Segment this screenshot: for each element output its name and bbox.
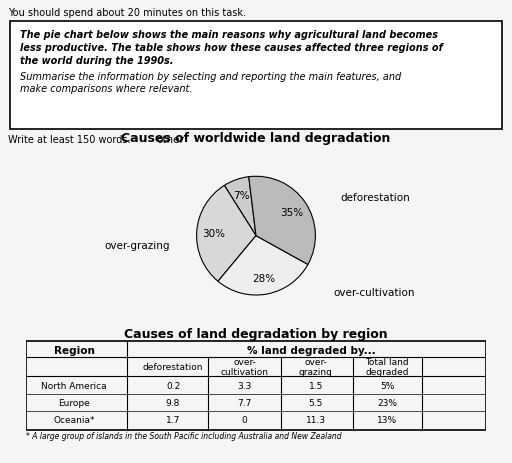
Text: 1.5: 1.5 [309, 381, 323, 390]
Text: over-grazing: over-grazing [104, 240, 170, 250]
Text: make comparisons where relevant.: make comparisons where relevant. [20, 84, 193, 94]
Text: over-cultivation: over-cultivation [333, 288, 415, 297]
Text: 11.3: 11.3 [306, 416, 326, 425]
Text: The pie chart below shows the main reasons why agricultural land becomes: The pie chart below shows the main reaso… [20, 30, 438, 40]
Text: 23%: 23% [377, 398, 397, 407]
Text: 3.3: 3.3 [237, 381, 252, 390]
Wedge shape [249, 177, 315, 265]
Wedge shape [224, 177, 256, 236]
Text: 1.7: 1.7 [166, 416, 180, 425]
Text: Write at least 150 words.: Write at least 150 words. [8, 135, 131, 144]
Text: 30%: 30% [202, 228, 225, 238]
Bar [26, 341, 486, 430]
Text: Oceania*: Oceania* [53, 416, 95, 425]
Text: * A large group of islands in the South Pacific including Australia and New Zeal: * A large group of islands in the South … [26, 432, 341, 440]
Text: 0: 0 [242, 416, 247, 425]
Text: You should spend about 20 minutes on this task.: You should spend about 20 minutes on thi… [8, 8, 246, 18]
Text: 7.7: 7.7 [237, 398, 252, 407]
Text: Summarise the information by selecting and reporting the main features, and: Summarise the information by selecting a… [20, 72, 401, 82]
Text: 28%: 28% [252, 273, 275, 283]
Text: the world during the 1990s.: the world during the 1990s. [20, 56, 174, 66]
Text: 9.8: 9.8 [166, 398, 180, 407]
Text: over-
cultivation: over- cultivation [221, 357, 268, 376]
Text: 5.5: 5.5 [309, 398, 323, 407]
Text: 5%: 5% [380, 381, 395, 390]
Text: Total land
degraded: Total land degraded [366, 357, 409, 376]
Text: Causes of land degradation by region: Causes of land degradation by region [124, 327, 388, 340]
Text: Europe: Europe [58, 398, 90, 407]
Text: 13%: 13% [377, 416, 397, 425]
Text: 35%: 35% [280, 207, 303, 217]
Wedge shape [197, 186, 256, 282]
Text: 0.2: 0.2 [166, 381, 180, 390]
Text: over-
grazing: over- grazing [299, 357, 333, 376]
Text: other: other [156, 135, 184, 145]
Text: deforestation: deforestation [340, 193, 411, 203]
Text: North America: North America [41, 381, 107, 390]
Text: Region: Region [54, 345, 94, 355]
Wedge shape [218, 236, 308, 295]
Text: 7%: 7% [233, 191, 250, 201]
Text: deforestation: deforestation [143, 362, 203, 371]
Text: % land degraded by...: % land degraded by... [247, 345, 376, 355]
Text: less productive. The table shows how these causes affected three regions of: less productive. The table shows how the… [20, 43, 443, 53]
Title: Causes of worldwide land degradation: Causes of worldwide land degradation [121, 131, 391, 144]
